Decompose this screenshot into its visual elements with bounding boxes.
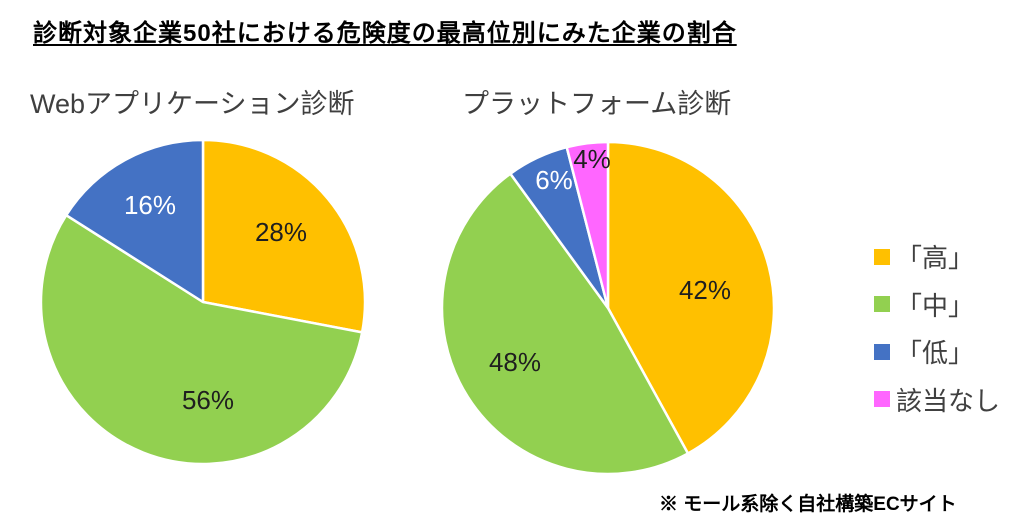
legend-swatch-icon	[874, 296, 890, 313]
platform-pie-chart: 42% 48% 6%4%	[440, 140, 776, 476]
legend-item: 「中」	[874, 281, 1000, 329]
legend-item: 「低」	[874, 328, 1000, 376]
legend-swatch-icon	[874, 391, 890, 408]
pie-data-label: 4%	[573, 144, 611, 174]
legend-item-label: 「低」	[896, 338, 975, 369]
pie-data-label: 48%	[489, 347, 541, 377]
legend-item: 該当なし	[874, 376, 1000, 424]
pie-data-label: 6%	[535, 165, 573, 195]
legend-swatch-icon	[874, 248, 890, 265]
legend-swatch-icon	[874, 343, 890, 360]
pie-slice-「高」	[201, 138, 367, 334]
pie-data-label: 16%	[124, 190, 176, 220]
chart-title-webapp-diagnosis: Webアプリケーション診断	[30, 89, 355, 119]
pie-data-label: 42%	[679, 275, 731, 305]
legend: 「高」「中」「低」該当なし	[874, 233, 1000, 423]
pie-slice-「中」	[440, 172, 690, 476]
pie-data-label: 56%	[182, 385, 234, 415]
webapp-pie-chart: 28% 56% 16%	[39, 138, 367, 466]
pie-slice-該当なし	[565, 140, 610, 310]
page-title: 診断対象企業50社における危険度の最高位別にみた企業の割合	[33, 20, 737, 47]
legend-item-label: 「高」	[896, 243, 975, 274]
pie-slice-「高」	[606, 140, 776, 455]
chart-title-platform-diagnosis: プラットフォーム診断	[462, 89, 732, 119]
pie-slice-「中」	[39, 213, 364, 466]
footnote: ※ モール系除く自社構築ECサイト	[659, 494, 957, 515]
legend-item: 「高」	[874, 233, 1000, 281]
legend-item-label: 「中」	[896, 290, 975, 321]
legend-item-label: 該当なし	[896, 385, 1001, 416]
pie-slice-「低」	[64, 138, 205, 304]
pie-data-label: 28%	[255, 217, 307, 247]
